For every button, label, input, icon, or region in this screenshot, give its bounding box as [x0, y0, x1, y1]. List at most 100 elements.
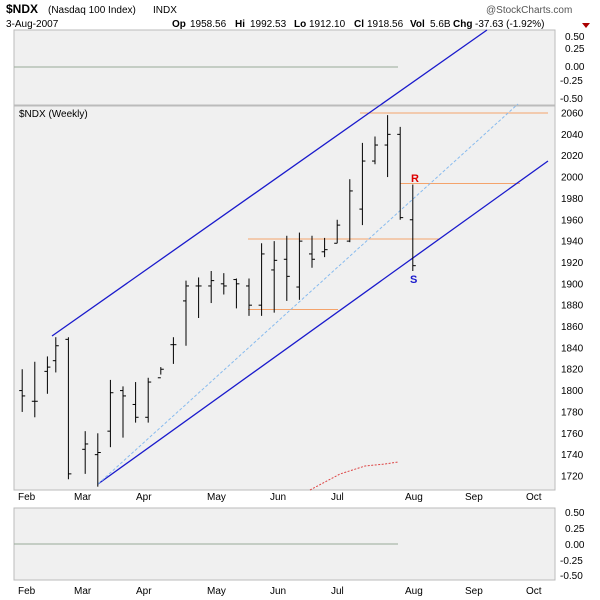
top-tick: 0.00	[565, 62, 585, 73]
ohlc-bar	[233, 278, 240, 309]
ohlc-bar	[346, 179, 353, 243]
x-tick-label: Sep	[465, 492, 483, 503]
high-value: 1992.53	[250, 19, 287, 30]
ohlc-bar	[384, 115, 391, 178]
x-tick-label: Feb	[18, 492, 36, 503]
ohlc-bar	[19, 369, 26, 412]
x-tick-label: May	[207, 492, 226, 503]
ohlc-bar	[296, 232, 303, 300]
ohlc-bar	[157, 367, 164, 379]
ohlc-bar	[283, 235, 290, 301]
vol-value: 5.6B	[430, 19, 451, 30]
index-name: (Nasdaq 100 Index)	[48, 5, 136, 16]
mid-channel-line	[97, 103, 519, 485]
ohlc-bar	[82, 431, 89, 474]
x-tick-label: Mar	[74, 586, 92, 597]
y-tick-label: 1760	[561, 429, 584, 440]
ohlc-bar	[44, 356, 51, 394]
high-label: Hi	[235, 19, 245, 30]
low-value: 1912.10	[309, 19, 346, 30]
bottom-tick: 0.25	[565, 524, 585, 535]
x-tick-label: Sep	[465, 586, 483, 597]
y-tick-label: 1720	[561, 472, 584, 483]
chg-label: Chg	[453, 19, 472, 30]
y-tick-label: 1860	[561, 322, 584, 333]
date-label: 3-Aug-2007	[6, 19, 59, 30]
ohlc-bar	[334, 219, 341, 244]
bottom-tick: -0.50	[560, 571, 583, 582]
x-tick-label: Jun	[270, 492, 286, 503]
ohlc-bar	[372, 136, 378, 165]
ohlc-bar	[220, 273, 227, 295]
top-indicator-axis: 0.50 0.25 0.00 -0.25 -0.50	[560, 32, 585, 105]
top-tick: -0.25	[560, 76, 583, 87]
ohlc-bar	[31, 361, 38, 418]
y-tick-label: 2000	[561, 173, 584, 184]
exchange-label: INDX	[153, 5, 177, 16]
y-tick-label: 1840	[561, 343, 584, 354]
x-tick-label: Oct	[526, 492, 542, 503]
open-value: 1958.56	[190, 19, 227, 30]
y-tick-label: 1940	[561, 237, 584, 248]
y-tick-label: 1900	[561, 279, 584, 290]
y-tick-label: 2040	[561, 130, 584, 141]
ohlc-bar	[195, 277, 202, 318]
indicator-trace	[309, 461, 399, 491]
y-tick-label: 1920	[561, 258, 584, 269]
x-tick-label: Mar	[74, 492, 92, 503]
ohlc-bar	[120, 386, 126, 438]
top-tick: -0.50	[560, 94, 583, 105]
ohlc-bar	[145, 377, 152, 423]
x-axis: Feb Mar Apr May Jun Jul Aug Sep Oct	[18, 492, 542, 503]
bottom-tick: 0.50	[565, 508, 585, 519]
close-value: 1918.56	[367, 19, 404, 30]
resistance-label: R	[411, 173, 419, 185]
brand-label: @StockCharts.com	[486, 5, 572, 16]
ohlc-bar	[258, 243, 265, 316]
x-tick-label: Apr	[136, 492, 152, 503]
ohlc-bar	[246, 278, 252, 316]
x-tick-label: Feb	[18, 586, 36, 597]
price-panel	[13, 105, 556, 491]
quote-bar: Op 1958.56 Hi 1992.53 Lo 1912.10 Cl 1918…	[172, 19, 544, 30]
price-bars	[19, 115, 416, 487]
bottom-indicator-axis: 0.50 0.25 0.00 -0.25 -0.50	[560, 508, 585, 582]
x-tick-label: Aug	[405, 586, 423, 597]
ohlc-bar	[309, 235, 315, 268]
bottom-tick: -0.25	[560, 556, 583, 567]
close-label: Cl	[354, 19, 364, 30]
symbol-label: $NDX	[6, 2, 38, 16]
y-tick-label: 2060	[561, 109, 584, 120]
ohlc-bar	[321, 237, 328, 258]
ohlc-bar	[132, 382, 139, 423]
x-tick-label: Oct	[526, 586, 542, 597]
ohlc-bar	[65, 337, 72, 480]
y-tick-label: 1780	[561, 407, 584, 418]
ohlc-bar	[271, 241, 278, 313]
top-tick: 0.25	[565, 44, 585, 55]
upper-channel-line	[51, 29, 488, 337]
chg-value: -37.63 (-1.92%)	[475, 19, 544, 30]
level-lines: RS	[248, 112, 548, 310]
y-axis: 1720 1740 1760 1780 1800 1820 1840 1860 1880 1900…	[561, 109, 584, 483]
support-label: S	[410, 274, 417, 286]
ohlc-bar	[397, 126, 404, 220]
x-tick-label: May	[207, 586, 226, 597]
x-tick-label: Aug	[405, 492, 423, 503]
ohlc-bar	[183, 280, 189, 346]
y-tick-label: 1820	[561, 365, 584, 376]
down-arrow-icon	[582, 23, 590, 28]
ohlc-bar	[170, 337, 177, 364]
x-axis-bottom: Feb Mar Apr May Jun Jul Aug Sep Oct	[18, 586, 542, 597]
y-tick-label: 2020	[561, 151, 584, 162]
trend-channel	[51, 29, 549, 485]
top-tick: 0.50	[565, 32, 585, 43]
chart-title: $NDX (Weekly)	[19, 109, 88, 120]
open-label: Op	[172, 19, 186, 30]
x-tick-label: Jul	[331, 492, 344, 503]
lower-channel-line	[97, 160, 549, 485]
y-tick-label: 1800	[561, 386, 584, 397]
x-tick-label: Apr	[136, 586, 152, 597]
